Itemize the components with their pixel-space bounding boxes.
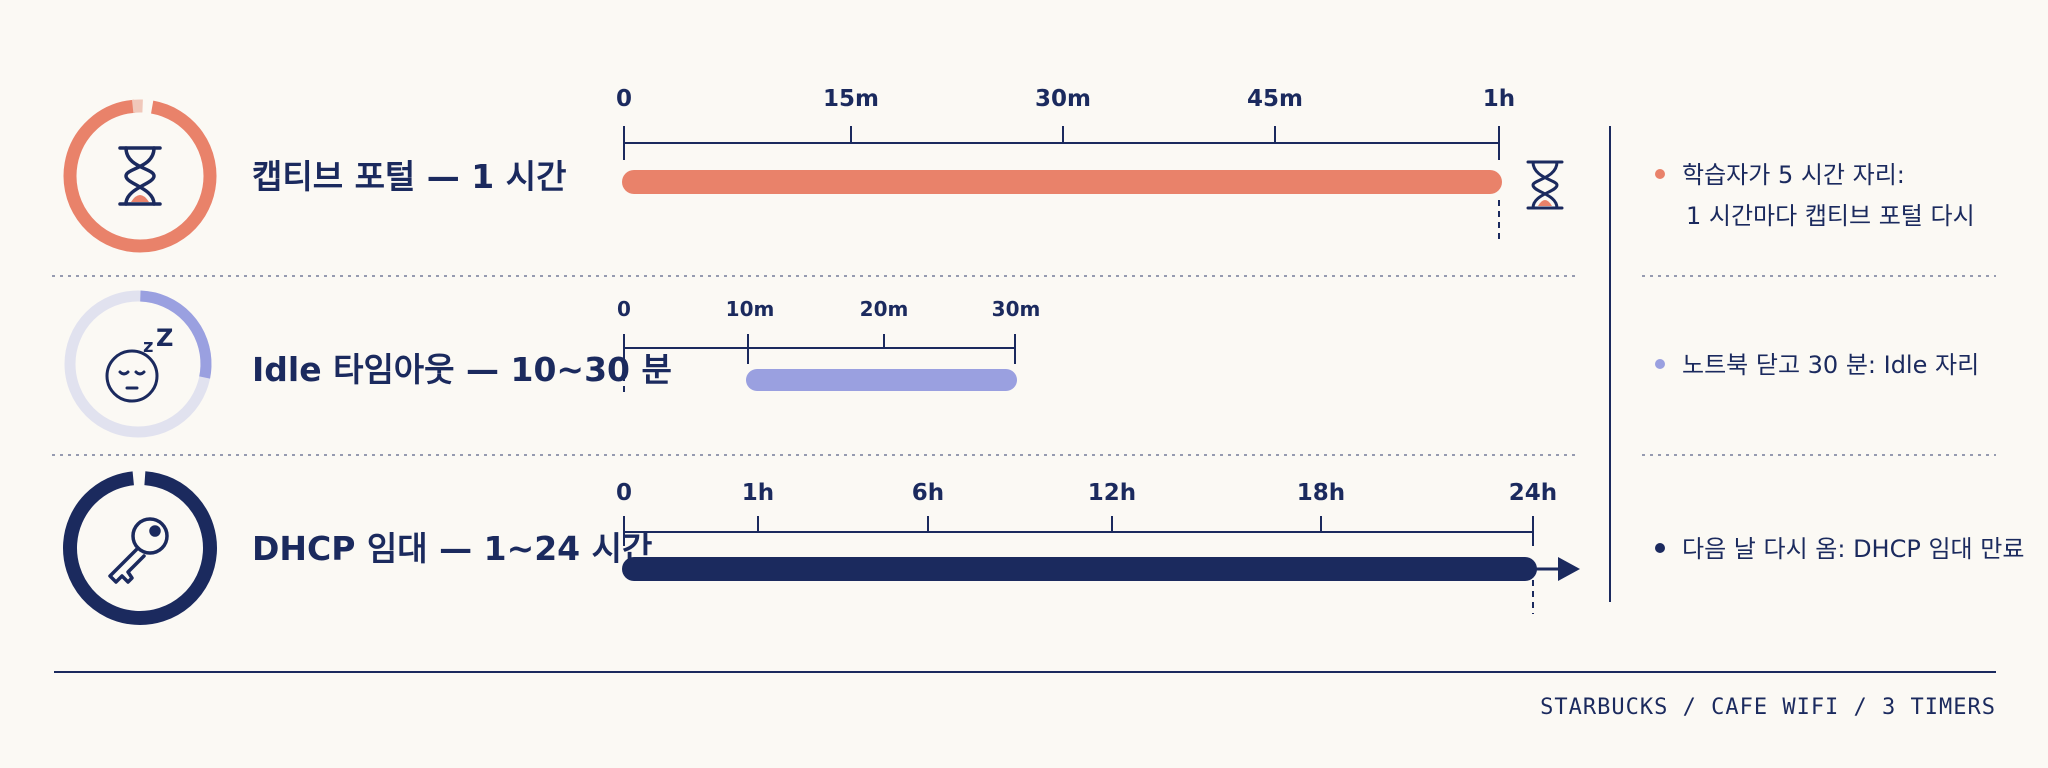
tick-label-dhcp-18h: 18h: [1297, 480, 1345, 506]
axis-idle: [623, 334, 1016, 392]
svg-text:z: z: [143, 336, 153, 357]
note-dhcp-line-1: 다음 날 다시 옴: DHCP 임대 만료: [1682, 535, 2024, 563]
tick-label-captive-0: 0: [616, 86, 632, 112]
tick-label-dhcp-24h: 24h: [1509, 480, 1557, 506]
tick-label-captive-30m: 30m: [1035, 86, 1091, 112]
tick-label-dhcp-0: 0: [616, 480, 632, 506]
note-captive-line-1: 학습자가 5 시간 자리:: [1682, 161, 1905, 189]
tick-label-dhcp-1h: 1h: [742, 480, 774, 506]
dhcp-ring: [63, 471, 217, 625]
note-bullet-idle: [1655, 359, 1665, 369]
idle-ring: [64, 290, 212, 438]
sleeping-face-icon: z Z: [105, 324, 173, 403]
tick-label-idle-20m: 20m: [860, 297, 909, 321]
axis-captive: [623, 126, 1500, 242]
row-dhcp-lease: DHCP 임대 — 1~24 시간 0 1h 6h 12h 18h 24h 다음…: [63, 471, 2024, 625]
arrow-right-icon: [1534, 557, 1580, 581]
footer-label: STARBUCKS / CAFE WIFI / 3 TIMERS: [1540, 695, 1996, 720]
row-title-dhcp: DHCP 임대 — 1~24 시간: [252, 529, 652, 568]
tick-label-idle-10m: 10m: [726, 297, 775, 321]
hourglass-end-icon: [1526, 160, 1564, 210]
tick-label-idle-0: 0: [617, 297, 631, 321]
axis-dhcp: [623, 516, 1534, 614]
tick-label-idle-30m: 30m: [992, 297, 1041, 321]
tick-label-dhcp-6h: 6h: [912, 480, 944, 506]
note-captive-line-2: 1 시간마다 캡티브 포털 다시: [1686, 202, 1975, 230]
tick-label-dhcp-12h: 12h: [1088, 480, 1136, 506]
row-idle-timeout: z Z Idle 타임아웃 — 10~30 분 0 10m 20m 30m 노트…: [64, 290, 1979, 438]
row-title-idle: Idle 타임아웃 — 10~30 분: [252, 350, 672, 389]
tick-label-captive-45m: 45m: [1247, 86, 1303, 112]
bar-captive: [622, 170, 1502, 194]
bar-idle: [746, 369, 1017, 391]
tick-label-captive-15m: 15m: [823, 86, 879, 112]
note-bullet-dhcp: [1655, 543, 1665, 553]
captive-ring: [63, 99, 217, 253]
key-icon: [108, 517, 169, 584]
svg-text:Z: Z: [156, 324, 173, 352]
hourglass-icon: [118, 146, 162, 206]
bar-dhcp: [622, 557, 1537, 581]
note-bullet-captive: [1655, 169, 1665, 179]
note-idle-line-1: 노트북 닫고 30 분: Idle 자리: [1682, 351, 1979, 379]
row-title-captive: 캡티브 포털 — 1 시간: [252, 157, 566, 196]
row-captive-portal: 캡티브 포털 — 1 시간 0 15m 30m 45m 1h 학습자가 5 시간…: [63, 86, 1975, 253]
tick-label-captive-1h: 1h: [1483, 86, 1515, 112]
